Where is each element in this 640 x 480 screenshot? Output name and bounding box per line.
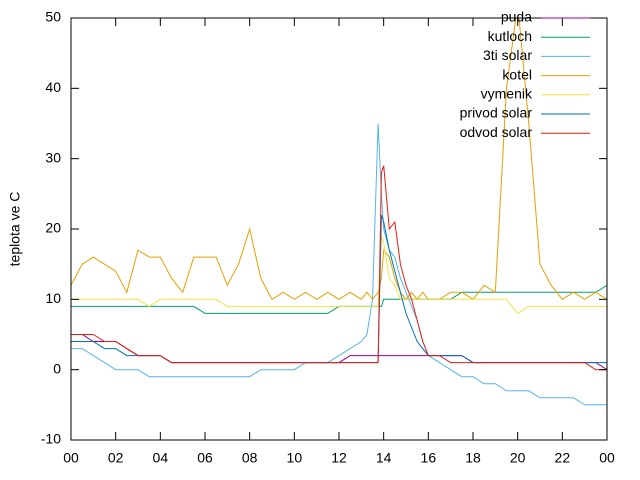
x-tick-label: 18: [465, 450, 481, 466]
series-line: [71, 235, 607, 315]
y-tick-label: 50: [45, 9, 61, 25]
x-tick-label: 22: [555, 450, 571, 466]
legend-label: 3ti solar: [483, 47, 532, 63]
x-tick-label: 14: [376, 450, 392, 466]
legend-label: kotel: [502, 66, 532, 82]
legend-label: privod solar: [460, 105, 533, 121]
x-tick-label: 00: [599, 450, 615, 466]
series-line: [71, 165, 607, 371]
x-tick-label: 02: [108, 450, 124, 466]
legend-label: odvod solar: [460, 124, 533, 140]
x-tick-label: 20: [510, 450, 526, 466]
series-line: [71, 18, 607, 301]
y-axis-label: teplota ve C: [7, 192, 23, 267]
x-tick-label: 00: [63, 450, 79, 466]
x-tick-label: 06: [197, 450, 213, 466]
legend-label: puda: [501, 9, 532, 25]
legend-label: vymenik: [481, 86, 533, 102]
y-tick-label: 40: [45, 79, 61, 95]
y-tick-label: -10: [41, 431, 61, 447]
y-tick-label: 30: [45, 149, 61, 165]
x-tick-label: 10: [287, 450, 303, 466]
legend-label: kutloch: [488, 28, 532, 44]
y-tick-label: 10: [45, 290, 61, 306]
y-tick-label: 0: [53, 360, 61, 376]
x-tick-label: 16: [421, 450, 437, 466]
x-tick-label: 04: [153, 450, 169, 466]
series-line: [71, 123, 607, 406]
y-tick-label: 20: [45, 220, 61, 236]
x-tick-label: 12: [331, 450, 347, 466]
x-tick-label: 08: [242, 450, 258, 466]
plot-lines: [71, 18, 607, 406]
